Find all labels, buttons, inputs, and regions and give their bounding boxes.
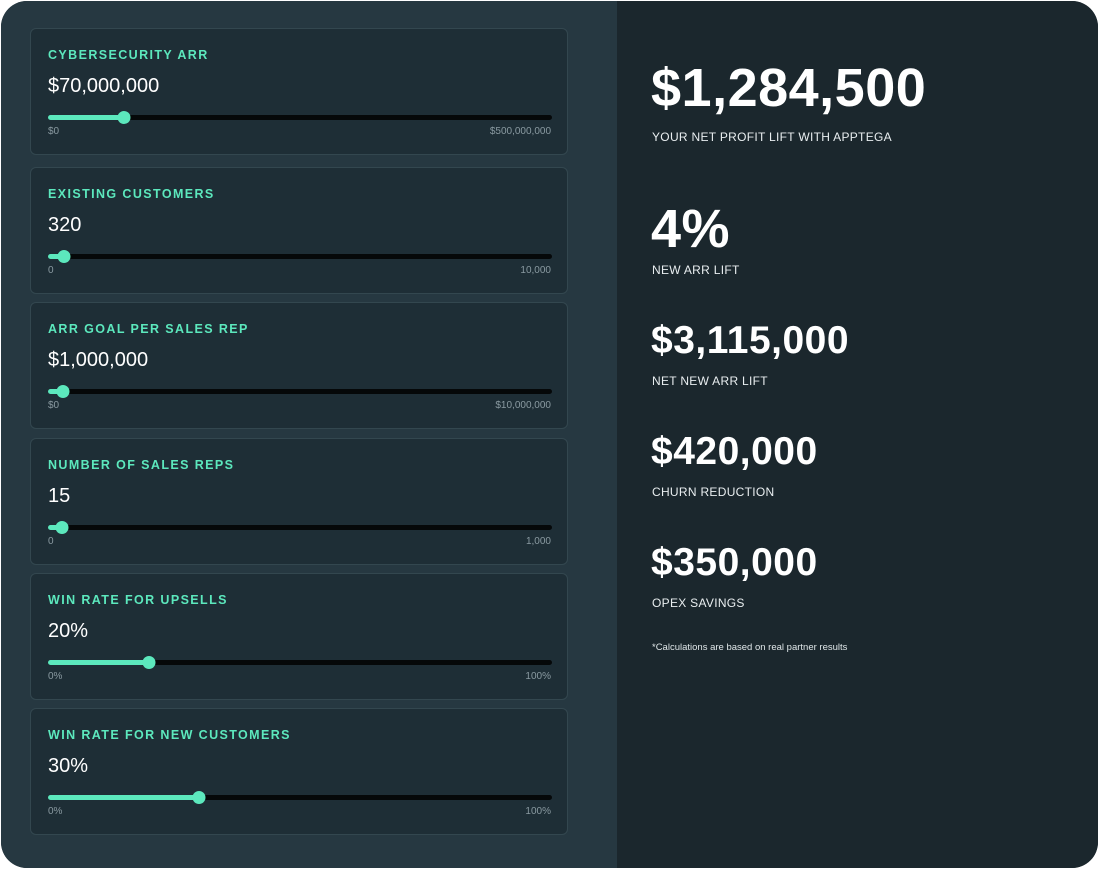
slider-max-label: $10,000,000 xyxy=(495,400,551,411)
slider-value: 20% xyxy=(48,620,89,642)
slider-thumb[interactable] xyxy=(142,656,156,669)
churn-reduction-value: $420,000 xyxy=(651,430,818,473)
net-profit-value: $1,284,500 xyxy=(651,58,927,118)
results-panel: $1,284,500 YOUR NET PROFIT LIFT WITH APP… xyxy=(617,1,1098,868)
slider-track[interactable] xyxy=(48,791,552,804)
slider-fill xyxy=(48,254,65,259)
slider-fill xyxy=(48,795,200,800)
slider-thumb[interactable] xyxy=(117,111,131,124)
slider-track[interactable] xyxy=(48,521,552,534)
opex-savings-value: $350,000 xyxy=(651,541,818,584)
slider-label: EXISTING CUSTOMERS xyxy=(48,187,215,201)
slider-label: NUMBER OF SALES REPS xyxy=(48,458,235,472)
slider-value: 30% xyxy=(48,755,89,777)
slider-label: WIN RATE FOR UPSELLS xyxy=(48,593,228,607)
new-arr-lift-label: NEW ARR LIFT xyxy=(652,263,740,277)
slider-min-label: $0 xyxy=(48,126,60,137)
churn-reduction-label: CHURN REDUCTION xyxy=(652,485,775,499)
slider-fill xyxy=(48,525,63,530)
slider-max-label: 10,000 xyxy=(520,265,551,276)
new-arr-lift-value: 4% xyxy=(651,199,731,259)
slider-max-label: 1,000 xyxy=(525,536,551,547)
slider-label: WIN RATE FOR NEW CUSTOMERS xyxy=(48,728,291,742)
slider-fill xyxy=(48,115,124,120)
slider-max-label: $500,000,000 xyxy=(489,126,551,137)
slider-max-label: 100% xyxy=(525,806,551,817)
slider-min-label: 0% xyxy=(48,806,63,817)
slider-card-win-rate-new-customers: WIN RATE FOR NEW CUSTOMERS 30% 0% 100% xyxy=(30,708,568,835)
slider-value: $70,000,000 xyxy=(48,75,160,97)
slider-thumb[interactable] xyxy=(56,385,70,398)
slider-max-label: 100% xyxy=(525,671,551,682)
calculation-footnote: *Calculations are based on real partner … xyxy=(652,642,848,653)
slider-min-label: 0 xyxy=(48,536,54,547)
slider-thumb[interactable] xyxy=(192,791,206,804)
slider-thumb[interactable] xyxy=(57,250,71,263)
net-new-arr-value: $3,115,000 xyxy=(651,319,850,362)
slider-label: CYBERSECURITY ARR xyxy=(48,48,209,62)
slider-track[interactable] xyxy=(48,111,552,124)
slider-card-win-rate-upsells: WIN RATE FOR UPSELLS 20% 0% 100% xyxy=(30,573,568,700)
slider-min-label: $0 xyxy=(48,400,60,411)
slider-value: 320 xyxy=(48,214,82,236)
slider-value: $1,000,000 xyxy=(48,349,149,371)
net-new-arr-label: NET NEW ARR LIFT xyxy=(652,374,768,388)
slider-card-cybersecurity-arr: CYBERSECURITY ARR $70,000,000 $0 $500,00… xyxy=(30,28,568,155)
slider-card-number-of-sales-reps: NUMBER OF SALES REPS 15 0 1,000 xyxy=(30,438,568,565)
slider-label: ARR GOAL PER SALES REP xyxy=(48,322,249,336)
slider-fill xyxy=(48,389,64,394)
net-profit-label: YOUR NET PROFIT LIFT WITH APPTEGA xyxy=(652,130,892,144)
slider-card-arr-goal-per-sales-rep: ARR GOAL PER SALES REP $1,000,000 $0 $10… xyxy=(30,302,568,429)
slider-min-label: 0% xyxy=(48,671,63,682)
inputs-panel: CYBERSECURITY ARR $70,000,000 $0 $500,00… xyxy=(1,1,617,868)
opex-savings-label: OPEX SAVINGS xyxy=(652,596,745,610)
slider-track[interactable] xyxy=(48,656,552,669)
slider-thumb[interactable] xyxy=(55,521,69,534)
slider-card-existing-customers: EXISTING CUSTOMERS 320 0 10,000 xyxy=(30,167,568,294)
slider-track[interactable] xyxy=(48,385,552,398)
slider-min-label: 0 xyxy=(48,265,54,276)
slider-value: 15 xyxy=(48,485,71,507)
slider-fill xyxy=(48,660,149,665)
slider-track[interactable] xyxy=(48,250,552,263)
